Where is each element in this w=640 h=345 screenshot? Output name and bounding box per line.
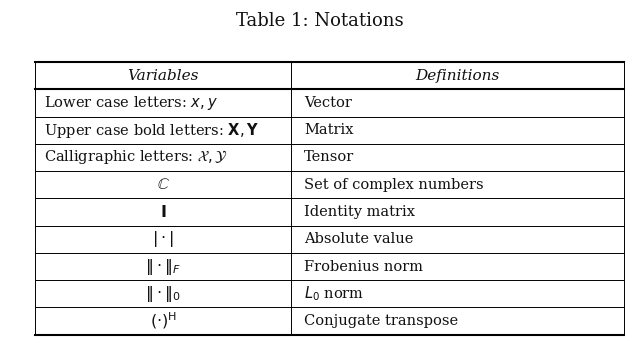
Text: $\mathbf{I}$: $\mathbf{I}$ (160, 204, 166, 220)
Text: Variables: Variables (127, 69, 199, 83)
Text: Tensor: Tensor (304, 150, 355, 165)
Text: $|\cdot|$: $|\cdot|$ (152, 229, 174, 249)
Text: Frobenius norm: Frobenius norm (304, 259, 423, 274)
Text: Calligraphic letters: $\mathcal{X}, \mathcal{Y}$: Calligraphic letters: $\mathcal{X}, \mat… (44, 148, 227, 167)
Text: $\|\cdot\|_0$: $\|\cdot\|_0$ (145, 284, 181, 304)
Text: Conjugate transpose: Conjugate transpose (304, 314, 458, 328)
Text: Identity matrix: Identity matrix (304, 205, 415, 219)
Text: $L_0$ norm: $L_0$ norm (304, 284, 364, 303)
Text: $\mathbb{C}$: $\mathbb{C}$ (157, 176, 170, 193)
Text: Upper case bold letters: $\mathbf{X}, \mathbf{Y}$: Upper case bold letters: $\mathbf{X}, \m… (44, 121, 259, 140)
Text: Table 1: Notations: Table 1: Notations (236, 12, 404, 30)
Text: Lower case letters: $x, y$: Lower case letters: $x, y$ (44, 94, 218, 112)
Text: Matrix: Matrix (304, 123, 353, 137)
Text: Set of complex numbers: Set of complex numbers (304, 178, 484, 192)
Text: $(\cdot)^\mathrm{H}$: $(\cdot)^\mathrm{H}$ (150, 310, 177, 331)
Text: Definitions: Definitions (415, 69, 500, 83)
Text: $\|\cdot\|_F$: $\|\cdot\|_F$ (145, 257, 181, 276)
Text: Absolute value: Absolute value (304, 232, 413, 246)
Text: Vector: Vector (304, 96, 352, 110)
